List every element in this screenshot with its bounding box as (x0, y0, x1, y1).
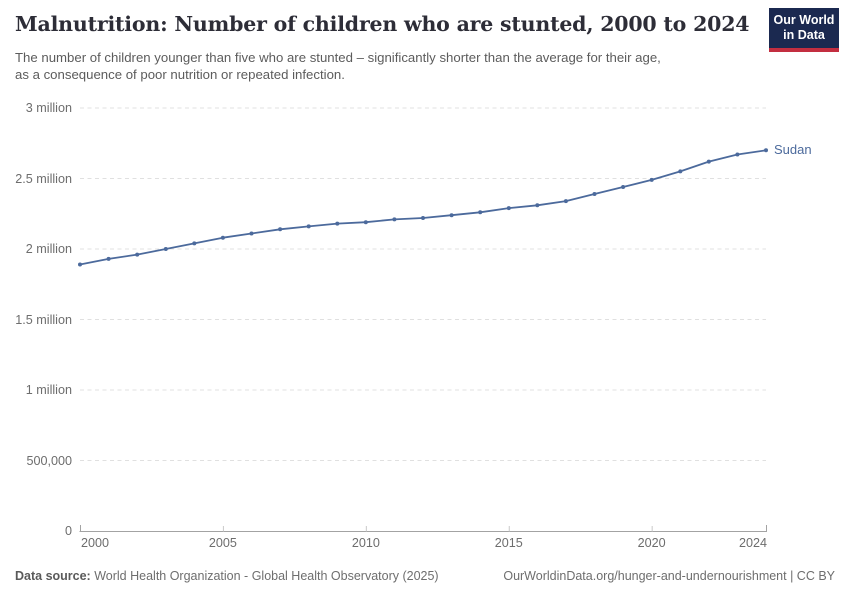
chart-subtitle: The number of children younger than five… (15, 50, 661, 83)
datasource-label: Data source: (15, 569, 91, 583)
y-axis-tick-label: 500,000 (26, 453, 72, 468)
data-point (621, 185, 626, 189)
data-point (592, 192, 597, 196)
data-point (135, 252, 140, 257)
data-point (335, 221, 340, 226)
x-axis-tick-label: 2005 (208, 536, 237, 550)
series-line-sudan[interactable] (78, 148, 768, 267)
data-point (563, 199, 568, 204)
data-point (249, 231, 254, 236)
data-point (163, 247, 168, 251)
owid-logo[interactable]: Our World in Data (769, 8, 839, 52)
chart-title: Malnutrition: Number of children who are… (15, 12, 750, 36)
y-axis-tick-label: 2 million (25, 242, 72, 256)
subtitle-line-1: The number of children younger than five… (15, 50, 661, 65)
data-point (678, 169, 683, 174)
owid-logo-line1: Our World (773, 13, 835, 27)
data-point (421, 216, 425, 220)
data-point (506, 206, 511, 211)
data-point (706, 159, 711, 164)
datasource-value: World Health Organization - Global Healt… (94, 569, 439, 583)
x-axis-tick-label: 2000 (81, 536, 110, 550)
data-point (363, 220, 368, 225)
x-axis-tick-label: 2024 (738, 536, 767, 550)
data-point (392, 217, 397, 222)
data-point (735, 152, 740, 157)
y-axis-tick-label: 1.5 million (15, 312, 72, 327)
series-end-label[interactable]: Sudan (774, 142, 812, 158)
y-axis-tick-label: 0 (64, 524, 72, 538)
data-point (220, 235, 225, 240)
data-point (535, 203, 540, 208)
x-axis-tick-label: 2015 (494, 536, 523, 550)
x-axis-tick-label: 2010 (351, 536, 380, 550)
data-point (278, 227, 283, 232)
footer-datasource: Data source: World Health Organization -… (15, 569, 439, 583)
footer-link[interactable]: OurWorldinData.org/hunger-and-undernouri… (503, 569, 835, 583)
data-point (78, 262, 82, 267)
data-point (306, 224, 311, 229)
data-point (478, 210, 483, 215)
data-point (192, 241, 197, 246)
subtitle-line-2: as a consequence of poor nutrition or re… (15, 66, 345, 82)
y-axis-tick-label: 3 million (25, 101, 72, 115)
data-point (106, 256, 111, 261)
owid-logo-line2: in Data (783, 28, 825, 42)
data-point (764, 148, 768, 153)
x-axis-tick-label: 2020 (637, 536, 666, 550)
y-axis-tick-label: 2.5 million (15, 171, 72, 186)
data-point (649, 177, 654, 182)
owid-logo-text: Our World in Data (774, 13, 835, 43)
data-point (449, 213, 454, 218)
y-axis-tick-label: 1 million (25, 383, 72, 397)
line-path (79, 149, 767, 266)
